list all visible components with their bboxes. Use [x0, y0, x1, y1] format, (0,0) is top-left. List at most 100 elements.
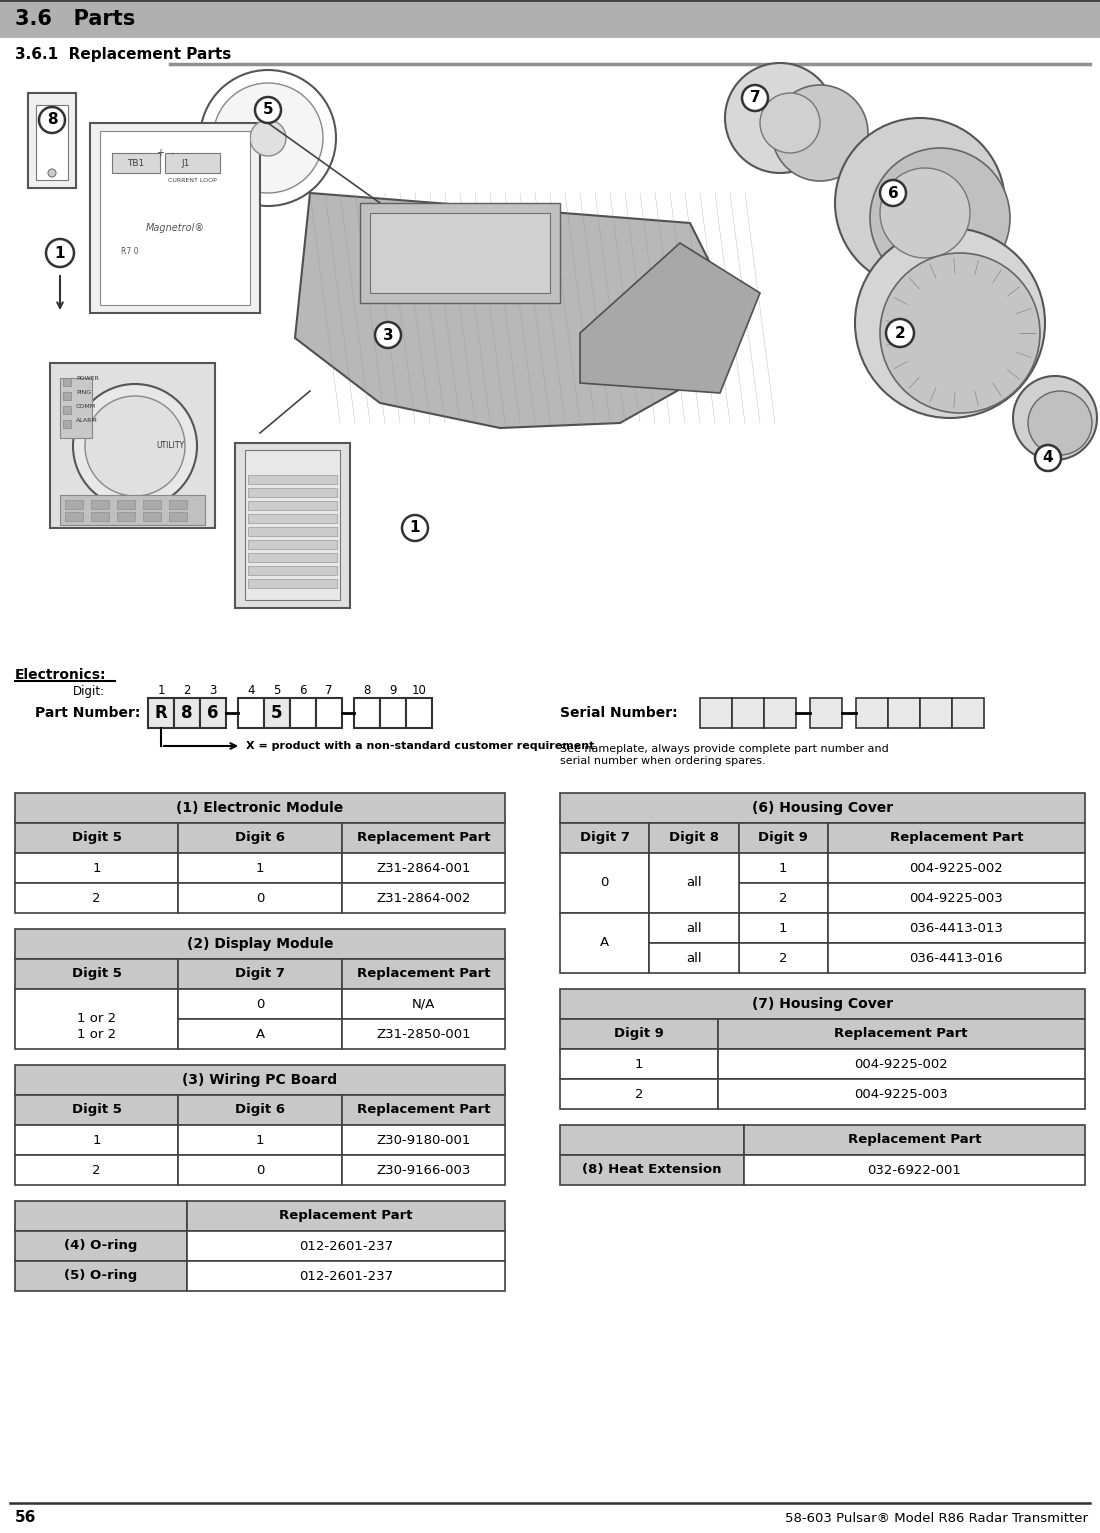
Text: Digit:: Digit: [73, 685, 104, 698]
Bar [100, 130, 250, 305]
Text: 2: 2 [92, 892, 101, 904]
Text: Serial Number:: Serial Number: [560, 707, 678, 721]
Text: 3: 3 [383, 328, 394, 342]
Bar [738, 852, 827, 883]
Text: Digit 5: Digit 5 [72, 967, 122, 981]
Text: 5: 5 [273, 685, 280, 698]
Text: Digit 7: Digit 7 [235, 967, 285, 981]
Text: A: A [255, 1027, 265, 1041]
Text: POWER: POWER [76, 376, 99, 380]
Bar [143, 500, 161, 509]
Text: 0: 0 [256, 998, 264, 1010]
Text: 1: 1 [55, 245, 65, 261]
Text: 004-9225-002: 004-9225-002 [910, 862, 1003, 874]
Bar [316, 698, 342, 728]
Bar [90, 123, 260, 313]
Bar [187, 1231, 505, 1262]
Text: 032-6922-001: 032-6922-001 [868, 1164, 961, 1176]
Text: (4) O-ring: (4) O-ring [64, 1240, 138, 1252]
Circle shape [375, 322, 402, 348]
Bar [169, 512, 187, 521]
Text: 1: 1 [779, 921, 788, 935]
Bar [342, 1095, 505, 1125]
Text: 1: 1 [255, 862, 264, 874]
Text: 8: 8 [182, 704, 192, 722]
Text: COMM: COMM [76, 403, 96, 408]
Text: 2: 2 [894, 325, 905, 340]
Text: 58-603 Pulsar® Model R86 Radar Transmitter: 58-603 Pulsar® Model R86 Radar Transmitt… [785, 1512, 1088, 1524]
Bar [744, 1154, 1085, 1185]
Text: Magnetrol®: Magnetrol® [145, 222, 205, 233]
Circle shape [886, 319, 914, 346]
Text: UTILITY: UTILITY [156, 440, 184, 449]
Circle shape [255, 97, 280, 123]
Bar [264, 698, 290, 728]
Bar [560, 989, 1085, 1019]
Text: Z31-2864-002: Z31-2864-002 [376, 892, 471, 904]
Text: R7 0: R7 0 [121, 247, 139, 256]
Circle shape [402, 515, 428, 541]
Bar [178, 960, 342, 989]
Bar [810, 698, 842, 728]
Circle shape [85, 396, 185, 497]
Text: (5) O-ring: (5) O-ring [64, 1269, 138, 1283]
Circle shape [760, 94, 820, 153]
Bar [717, 1079, 1085, 1108]
Text: Z30-9166-003: Z30-9166-003 [376, 1164, 471, 1176]
Bar [560, 1019, 717, 1049]
Bar [717, 1019, 1085, 1049]
Text: 1: 1 [779, 862, 788, 874]
Polygon shape [580, 244, 760, 392]
Bar [560, 1079, 717, 1108]
Text: 4: 4 [1043, 451, 1054, 466]
Bar [827, 823, 1085, 852]
Text: 8: 8 [363, 685, 371, 698]
Bar [952, 698, 984, 728]
Text: 5: 5 [272, 704, 283, 722]
Bar [888, 698, 920, 728]
Circle shape [835, 118, 1005, 288]
Text: 012-2601-237: 012-2601-237 [299, 1269, 393, 1283]
Bar [827, 914, 1085, 943]
Text: 0: 0 [601, 877, 608, 889]
Text: 036-4413-013: 036-4413-013 [910, 921, 1003, 935]
Bar [827, 883, 1085, 914]
Bar [15, 1262, 187, 1291]
Bar [178, 883, 342, 914]
Bar [560, 823, 649, 852]
Text: Part Number:: Part Number: [34, 707, 140, 721]
Text: See nameplate, always provide complete part number and
serial number when orderi: See nameplate, always provide complete p… [560, 744, 889, 765]
Text: 1 or 2: 1 or 2 [77, 1027, 117, 1041]
Bar [63, 406, 72, 414]
Circle shape [46, 239, 74, 267]
Bar [700, 698, 732, 728]
Text: Digit 6: Digit 6 [235, 831, 285, 845]
Text: 9: 9 [389, 685, 397, 698]
Bar [63, 420, 72, 428]
Bar [248, 540, 337, 549]
Text: Replacement Part: Replacement Part [848, 1133, 981, 1147]
Text: Z31-2850-001: Z31-2850-001 [376, 1027, 471, 1041]
Circle shape [870, 149, 1010, 288]
Circle shape [250, 120, 286, 156]
Text: 0: 0 [256, 1164, 264, 1176]
Polygon shape [295, 193, 740, 428]
Bar [732, 698, 764, 728]
Bar [248, 527, 337, 537]
Bar [15, 929, 505, 960]
Bar [649, 943, 738, 973]
Bar [560, 1154, 744, 1185]
Circle shape [73, 383, 197, 507]
Bar [178, 1095, 342, 1125]
Text: Replacement Part: Replacement Part [279, 1210, 412, 1222]
Bar [0, 74, 1100, 658]
Bar [360, 202, 560, 304]
Circle shape [880, 253, 1040, 412]
Text: (1) Electronic Module: (1) Electronic Module [176, 802, 343, 816]
Text: 1 or 2: 1 or 2 [77, 1012, 117, 1026]
Bar [342, 823, 505, 852]
Bar [235, 443, 350, 609]
Text: R: R [155, 704, 167, 722]
Bar [112, 153, 160, 173]
Text: 6: 6 [888, 185, 899, 201]
